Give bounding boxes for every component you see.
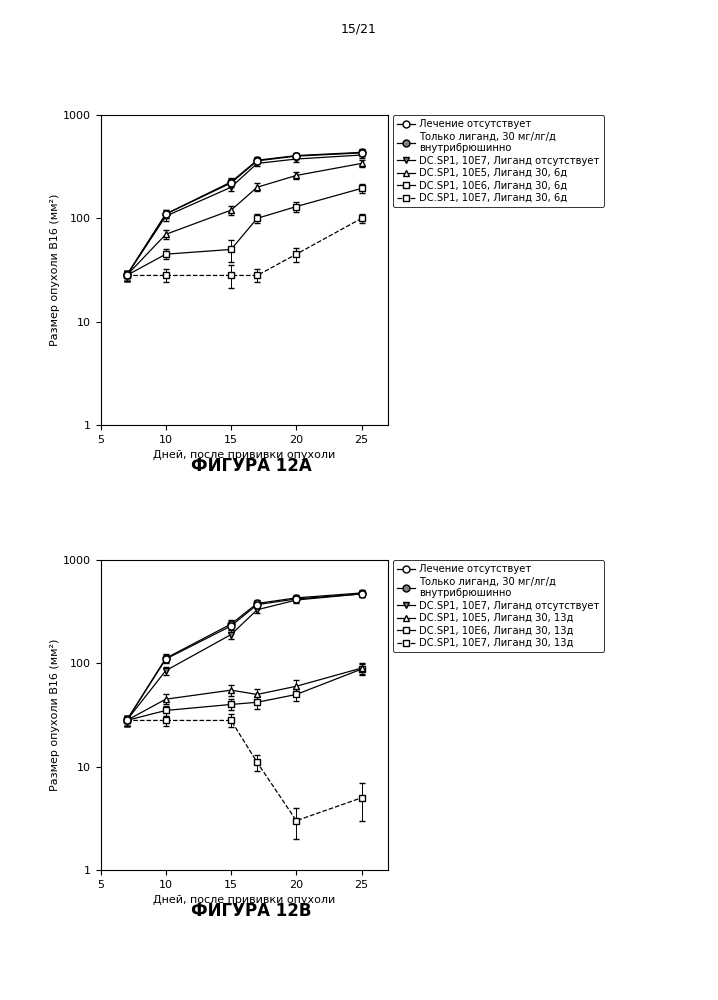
X-axis label: Дней, после прививки опухоли: Дней, после прививки опухоли [153,895,335,905]
Y-axis label: Размер опухоли В16 (мм²): Размер опухоли В16 (мм²) [50,194,60,346]
Text: ФИГУРА 12А: ФИГУРА 12А [191,457,312,475]
X-axis label: Дней, после прививки опухоли: Дней, после прививки опухоли [153,450,335,460]
Y-axis label: Размер опухоли В16 (мм²): Размер опухоли В16 (мм²) [50,639,60,791]
Legend: Лечение отсутствует, Только лиганд, 30 мг/лг/д
внутрибрюшинно, DC.SP1, 10Е7, Лиг: Лечение отсутствует, Только лиганд, 30 м… [393,560,604,652]
Text: 15/21: 15/21 [341,23,377,36]
Legend: Лечение отсутствует, Только лиганд, 30 мг/лг/д
внутрибрюшинно, DC.SP1, 10Е7, Лиг: Лечение отсутствует, Только лиганд, 30 м… [393,115,604,207]
Text: ФИГУРА 12B: ФИГУРА 12B [191,902,312,920]
